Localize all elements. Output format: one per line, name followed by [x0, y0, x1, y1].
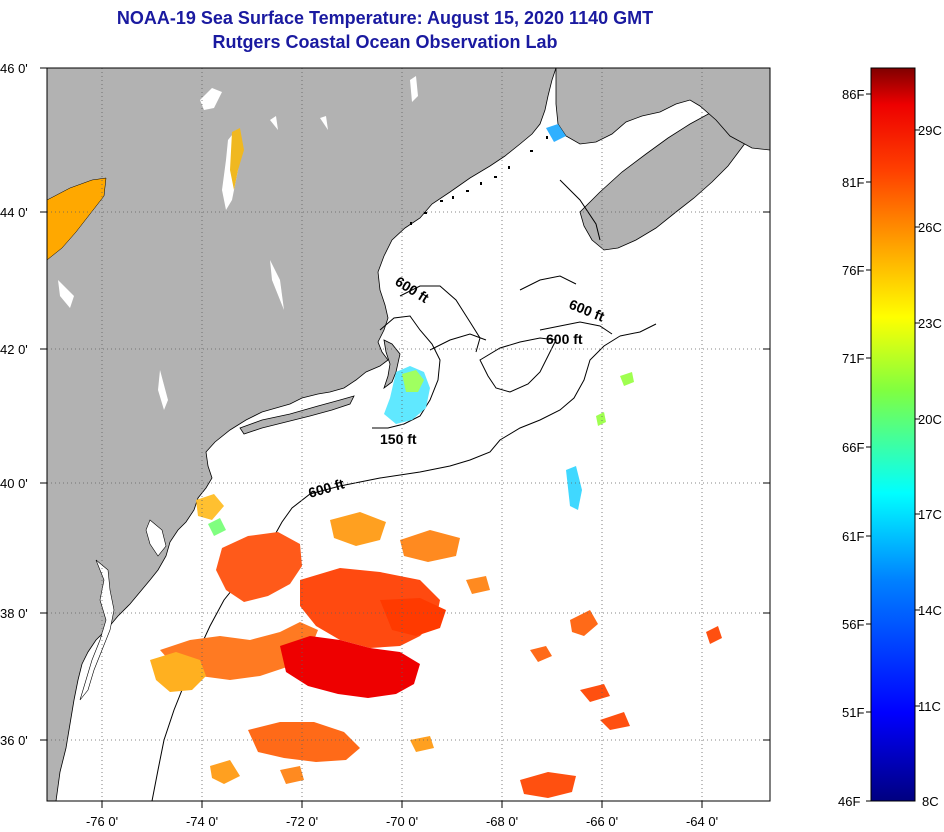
cbar-c-26: 26C	[918, 220, 942, 235]
graticule	[47, 68, 770, 801]
colorbar-gradient	[870, 67, 916, 802]
lat-label-36: 36 0'	[0, 733, 28, 748]
lon-label-68: -68 0'	[486, 814, 518, 829]
cbar-c-11: 11C	[918, 699, 941, 714]
lat-label-46: 46 0'	[0, 61, 28, 76]
tick-marks	[40, 67, 770, 808]
cbar-f-56: 56F	[842, 617, 864, 632]
lon-label-72: -72 0'	[286, 814, 318, 829]
lat-label-40: 40 0'	[0, 476, 28, 491]
lon-label-74: -74 0'	[186, 814, 218, 829]
lat-label-42: 42 0'	[0, 342, 28, 357]
title-line-1: NOAA-19 Sea Surface Temperature: August …	[116, 8, 654, 28]
colorbar-ticks	[866, 93, 920, 802]
cbar-f-51: 51F	[842, 705, 864, 720]
contour-label-600-georges: 600 ft	[546, 331, 583, 347]
cbar-c-29: 29C	[918, 123, 942, 138]
lon-label-64: -64 0'	[686, 814, 718, 829]
cbar-f-71: 71F	[842, 351, 864, 366]
cbar-f-81: 81F	[842, 175, 864, 190]
cbar-c-23: 23C	[918, 316, 942, 331]
cool-sst-patches	[208, 124, 634, 536]
warm-lake	[47, 177, 107, 261]
cbar-f-61: 61F	[842, 529, 864, 544]
lon-label-70: -70 0'	[386, 814, 418, 829]
delaware-bay	[145, 519, 167, 557]
maine-coast-islands	[410, 136, 548, 225]
cbar-f-86: 86F	[842, 87, 864, 102]
cbar-c-17: 17C	[918, 507, 942, 522]
cbar-c-20: 20C	[918, 412, 942, 427]
land-nova-scotia	[579, 103, 759, 251]
chesapeake-bay	[79, 559, 115, 701]
cbar-f-66: 66F	[842, 440, 864, 455]
land-long-island	[239, 395, 355, 435]
lat-label-44: 44 0'	[0, 205, 28, 220]
cbar-f-46: 46F	[838, 794, 860, 809]
lon-label-76: -76 0'	[86, 814, 118, 829]
sst-patches	[150, 494, 722, 798]
cbar-c-8: 8C	[922, 794, 939, 809]
lat-label-38: 38 0'	[0, 606, 28, 621]
map-frame	[46, 67, 771, 802]
title-line-2: Rutgers Coastal Ocean Observation Lab	[212, 32, 558, 52]
cbar-f-76: 76F	[842, 263, 864, 278]
contour-label-150: 150 ft	[380, 431, 417, 447]
cbar-c-14: 14C	[918, 603, 942, 618]
warm-lake-champlain	[230, 128, 244, 190]
lon-label-66: -66 0'	[586, 814, 618, 829]
